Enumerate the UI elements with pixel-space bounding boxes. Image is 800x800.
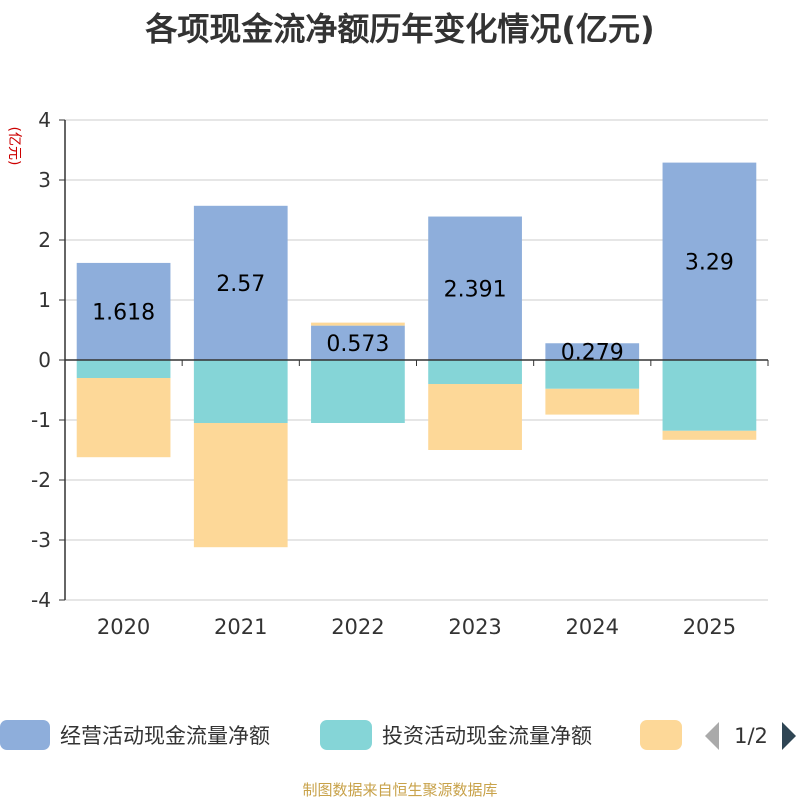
y-tick-label--1: -1 — [31, 408, 51, 432]
x-tick-label-2025: 2025 — [683, 615, 736, 639]
bar-series2-2020 — [76, 360, 171, 378]
legend: 经营活动现金流量净额 投资活动现金流量净额 1/2 — [0, 720, 796, 750]
x-tick-label-2022: 2022 — [331, 615, 384, 639]
bar-group — [76, 162, 757, 548]
y-tick-label-3: 3 — [38, 168, 51, 192]
chart-title: 各项现金流净额历年变化情况(亿元) — [145, 10, 654, 48]
bar-series2-2023 — [428, 360, 522, 384]
legend-prev-page-icon[interactable] — [705, 722, 719, 750]
bar-series1-2024 — [545, 343, 640, 360]
bar-value-label-2023: 2.391 — [444, 277, 507, 302]
legend-swatch-series2[interactable] — [320, 720, 372, 750]
bar-value-labels: 1.618 2.57 0.573 2.391 0.279 3.29 — [92, 250, 734, 365]
y-tick-label--2: -2 — [31, 468, 51, 492]
bar-series1-2025 — [662, 162, 757, 360]
y-axis-unit-label: (亿元) — [6, 127, 22, 166]
source-note: 制图数据来自恒生聚源数据库 — [302, 781, 497, 799]
y-tick-label--4: -4 — [31, 588, 51, 612]
bar-series1-2021 — [193, 205, 288, 360]
bar-series2-2024 — [545, 360, 640, 389]
legend-label-series1[interactable]: 经营活动现金流量净额 — [60, 724, 270, 748]
bar-series3-2024 — [545, 388, 640, 415]
x-tick-label-2020: 2020 — [97, 615, 150, 639]
legend-page-indicator: 1/2 — [734, 724, 768, 748]
legend-swatch-series3[interactable] — [640, 720, 682, 750]
legend-next-page-icon[interactable] — [782, 722, 796, 750]
bar-value-label-2020: 1.618 — [92, 300, 155, 325]
bar-series3-2025 — [662, 430, 757, 440]
bar-value-label-2025: 3.29 — [685, 250, 734, 275]
axes: 4 3 2 1 0 -1 -2 -3 -4 2020 2021 2022 2023 2024 2025 — [31, 108, 769, 639]
x-tick-label-2024: 2024 — [566, 615, 619, 639]
y-tick-label-4: 4 — [38, 108, 51, 132]
bar-series2-2025 — [662, 360, 757, 431]
bar-series3-2023 — [428, 384, 522, 450]
legend-swatch-series1[interactable] — [0, 720, 50, 750]
y-tick-label-0: 0 — [38, 348, 51, 372]
bar-series1-2020 — [76, 262, 171, 360]
bar-value-label-2024: 0.279 — [561, 341, 624, 366]
x-tick-label-2023: 2023 — [448, 615, 501, 639]
bar-series3-2020 — [76, 378, 171, 458]
bar-series2-2021 — [193, 360, 288, 423]
bar-series1-2022 — [311, 325, 405, 360]
bar-series1-2023 — [428, 216, 522, 360]
bar-series3-2022 — [311, 322, 405, 326]
y-tick-label--3: -3 — [31, 528, 51, 552]
y-tick-label-2: 2 — [38, 228, 51, 252]
legend-label-series2[interactable]: 投资活动现金流量净额 — [382, 724, 592, 748]
bar-value-label-2021: 2.57 — [216, 272, 265, 297]
bar-value-label-2022: 0.573 — [326, 332, 389, 357]
x-tick-label-2021: 2021 — [214, 615, 267, 639]
bar-series2-2022 — [311, 360, 405, 423]
y-tick-label-1: 1 — [38, 288, 51, 312]
bar-series3-2021 — [193, 423, 288, 548]
